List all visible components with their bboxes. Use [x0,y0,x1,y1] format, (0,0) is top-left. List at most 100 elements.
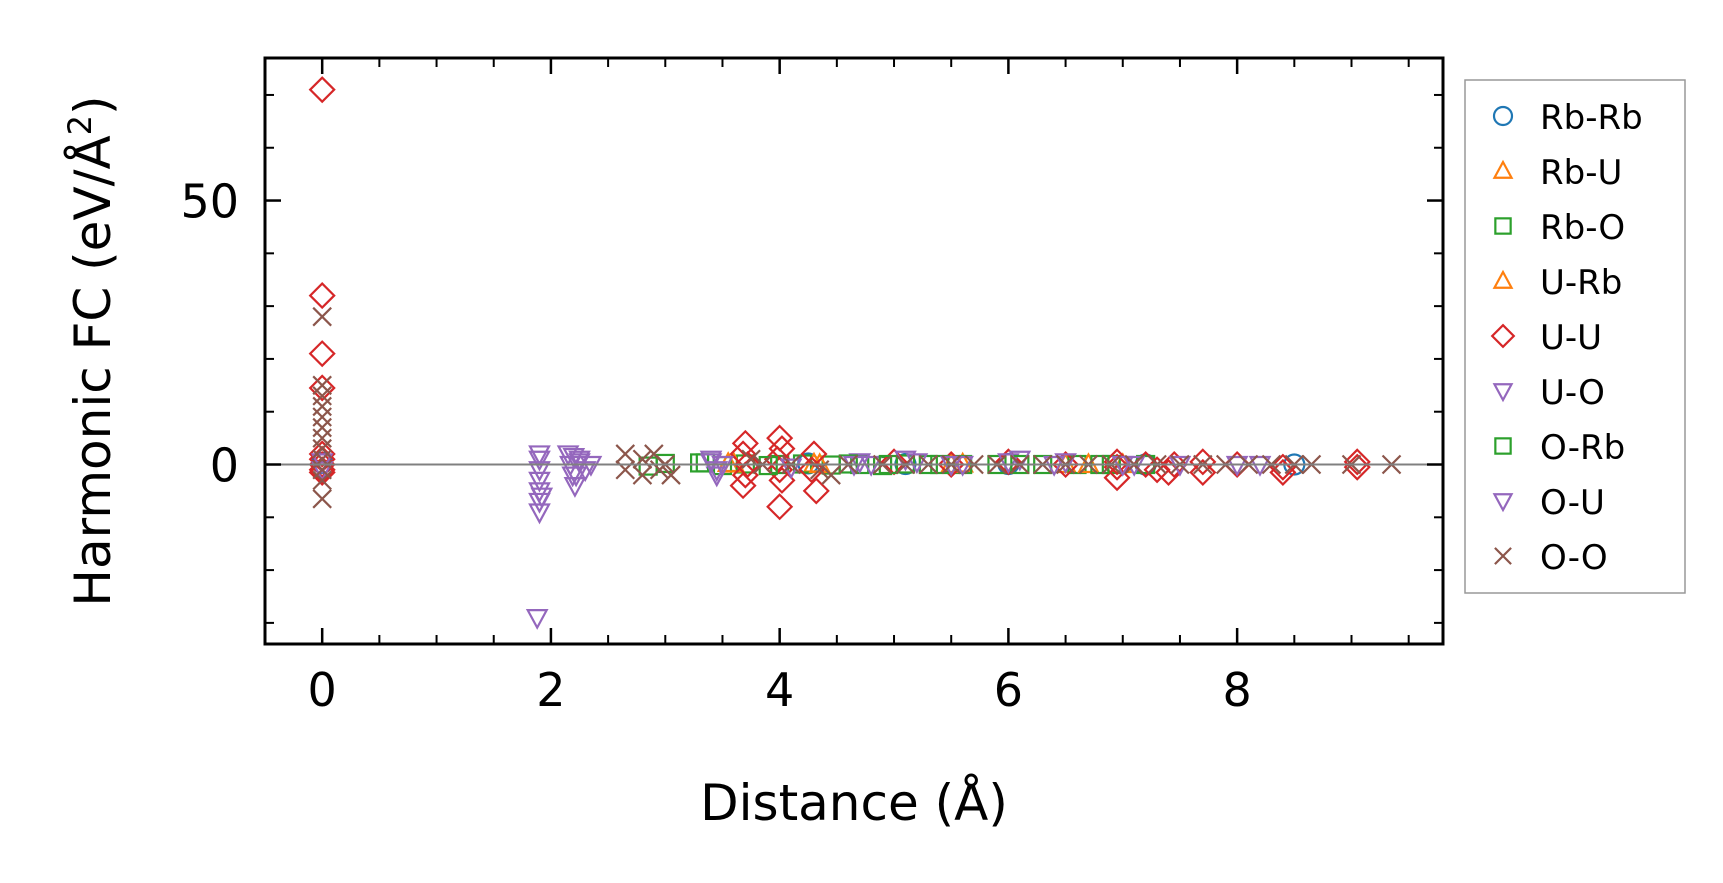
data-point [312,386,332,406]
legend-marker [1492,105,1514,127]
legend-marker [1494,437,1512,455]
axis-ticks [264,58,1443,644]
legend-label: Rb-Rb [1540,98,1643,138]
legend: Rb-Rb Rb-U Rb-O U-Rb U-U U-O O-Rb O-U O-O [1464,79,1686,594]
data-point [766,493,794,521]
data-point [563,477,587,498]
legend-item: Rb-O [1494,208,1625,248]
legend-marker [1494,217,1512,235]
data-point [312,489,332,509]
data-point [1343,448,1371,476]
data-point [568,453,591,475]
legend-label: Rb-O [1540,208,1625,248]
data-point [1042,455,1066,477]
data-point [655,453,675,474]
data-point [939,455,963,477]
legend-item: O-U [1492,483,1605,523]
data-point [1248,455,1272,477]
data-point [615,444,636,464]
y-axis-label-main: Harmonic FC (eV/Å [64,135,122,606]
data-point [951,455,974,477]
x-axis-label: Distance (Å) [700,774,1008,832]
legend-marker [1492,383,1514,403]
data-point [308,76,336,104]
tick-labels: 0 2 4 6 8 0 50 [180,175,1251,717]
data-point [1077,452,1100,474]
data-point [758,455,778,476]
data-point [800,440,828,468]
y-axis-label-close: ) [64,95,122,115]
data-point [308,282,336,310]
plot-frame [263,56,1445,646]
data-point [312,470,332,491]
x-tick-label: 2 [536,663,565,717]
data-point [905,453,929,475]
y-tick-label: 50 [180,175,239,229]
legend-item: U-O [1492,373,1605,413]
x-tick-label: 6 [994,663,1023,717]
data-point [766,456,794,484]
data-point [1111,455,1135,477]
legend-item: Rb-U [1492,153,1622,193]
legend-label: O-Rb [1540,428,1625,468]
data-point [1168,455,1192,477]
data-point [528,503,551,525]
data-point [525,609,549,630]
data-point [308,340,336,368]
legend-item: U-Rb [1492,263,1622,303]
data-point [1122,455,1146,477]
data-point [528,450,551,472]
data-point [312,306,332,327]
x-tick-label: 8 [1222,663,1251,717]
data-point [632,465,653,485]
legend-items: Rb-Rb Rb-U Rb-O U-Rb U-U U-O O-Rb O-U O-O [1490,98,1643,578]
data-point [615,460,636,480]
data-point [312,428,332,448]
data-point [729,472,757,500]
data-point [528,445,551,467]
legend-label: U-O [1540,373,1605,413]
data-point [731,461,759,489]
legend-item: U-U [1490,318,1602,358]
legend-label: U-Rb [1540,263,1622,303]
legend-item: O-O [1494,538,1608,578]
data-point [711,455,734,477]
legend-label: Rb-U [1540,153,1622,193]
data-point [312,417,332,438]
legend-marker [1494,547,1512,565]
legend-item: O-Rb [1494,428,1625,468]
data-point [579,455,603,477]
data-point [1189,458,1217,486]
data-point [1160,450,1188,479]
series-O-O [312,306,1402,509]
data-point [808,452,832,474]
data-point [734,450,762,479]
data-point [562,447,586,469]
data-point [530,487,554,509]
data-point [859,455,883,477]
data-point [528,471,551,493]
data-point [1225,455,1249,477]
data-point [705,466,729,488]
data-point [310,461,334,483]
y-tick-label: 0 [210,439,239,493]
x-tick-label: 4 [765,663,794,717]
y-axis-label: Harmonic FC (eV/Å2) [61,95,122,606]
plot-marks [308,76,1402,630]
data-point [308,374,336,402]
data-point [705,461,729,483]
data-point [312,375,332,396]
data-point [312,407,332,427]
data-point [1269,453,1297,481]
data-point [1143,456,1171,484]
data-point [798,456,826,484]
data-point [661,465,681,485]
series-U-U [308,76,1371,521]
legend-label: O-U [1540,483,1605,523]
data-point [1052,450,1080,479]
legend-marker [1492,159,1514,179]
legend-label: U-U [1540,318,1602,358]
y-axis-label-sup: 2 [61,115,99,135]
data-point [802,477,830,505]
legend-item: Rb-Rb [1492,98,1643,138]
